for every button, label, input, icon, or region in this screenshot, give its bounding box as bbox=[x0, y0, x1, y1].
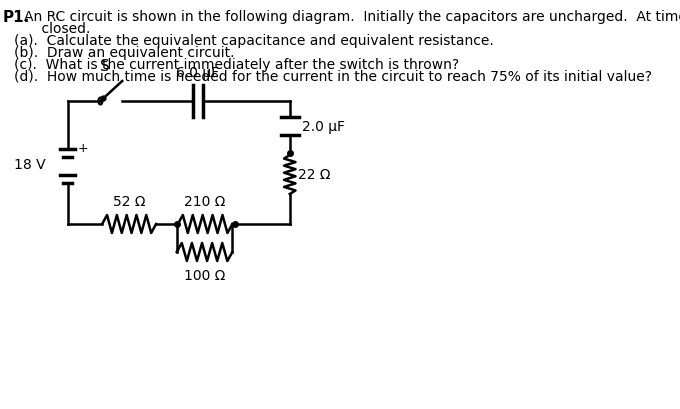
Text: (b).  Draw an equivalent circuit.: (b). Draw an equivalent circuit. bbox=[14, 46, 235, 60]
Text: 100 Ω: 100 Ω bbox=[184, 268, 225, 282]
Text: (c).  What is the current immediately after the switch is thrown?: (c). What is the current immediately aft… bbox=[14, 58, 460, 72]
Text: An RC circuit is shown in the following diagram.  Initially the capacitors are u: An RC circuit is shown in the following … bbox=[24, 10, 680, 24]
Text: S: S bbox=[100, 59, 110, 74]
Text: 18 V: 18 V bbox=[14, 157, 46, 172]
Text: +: + bbox=[78, 141, 88, 154]
Text: (a).  Calculate the equivalent capacitance and equivalent resistance.: (a). Calculate the equivalent capacitanc… bbox=[14, 34, 494, 48]
Text: closed.: closed. bbox=[24, 22, 90, 36]
Text: 6.0 μF: 6.0 μF bbox=[176, 66, 220, 80]
Text: (d).  How much time is needed for the current in the circuit to reach 75% of its: (d). How much time is needed for the cur… bbox=[14, 70, 652, 84]
Text: 210 Ω: 210 Ω bbox=[184, 195, 226, 209]
Text: P1.: P1. bbox=[3, 10, 30, 25]
Text: 2.0 μF: 2.0 μF bbox=[303, 120, 345, 134]
Text: 22 Ω: 22 Ω bbox=[298, 168, 330, 182]
Text: 52 Ω: 52 Ω bbox=[113, 195, 146, 209]
